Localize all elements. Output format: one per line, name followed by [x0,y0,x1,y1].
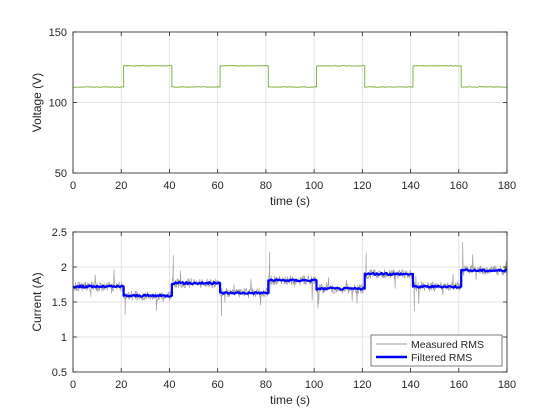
x-tick-label: 80 [260,180,272,192]
y-tick-label: 2 [61,262,67,274]
series-group [73,65,507,88]
legend-box [370,334,503,367]
legend-entry: Measured RMS [411,339,484,351]
x-tick-label: 160 [450,180,468,192]
series-group [73,242,507,317]
series-line-1 [73,65,507,88]
y-tick-label: 2.5 [52,227,67,239]
legend-entry: Filtered RMS [411,352,472,364]
x-tick-label: 100 [305,180,323,192]
y-tick-label: 1.5 [52,297,67,309]
x-tick-label: 80 [260,379,272,391]
x-tick-label: 0 [70,379,76,391]
x-axis-label: time (s) [270,194,310,208]
axes-2: 0 20 40 60 80 100 120 140 160 180 0.5 1 1.5 2 2.5 time … [30,227,516,407]
x-tick-label: 60 [212,180,224,192]
x-tick-label: 140 [401,379,419,391]
x-axis-label: time (s) [270,393,310,407]
x-tick-label: 120 [353,379,371,391]
series-line-2 [73,268,507,298]
x-tick-label: 100 [305,379,323,391]
x-tick-label: 20 [115,180,127,192]
x-tick-label: 40 [163,379,175,391]
axes-1: 0 20 40 60 80 100 120 140 160 180 50 100 150 time (s)… [30,27,516,208]
x-tick-label: 180 [498,379,516,391]
y-axis-label: Voltage (V) [30,73,44,132]
x-tick-label: 20 [115,379,127,391]
x-tick-label: 120 [353,180,371,192]
x-tick-label: 180 [498,180,516,192]
y-tick-label: 100 [49,98,67,110]
x-tick-label: 40 [163,180,175,192]
x-tick-label: 160 [450,379,468,391]
y-tick-label: 1 [61,332,67,344]
x-tick-label: 60 [212,379,224,391]
y-tick-label: 150 [49,27,67,39]
x-tick-label: 140 [401,180,419,192]
y-tick-label: 50 [55,168,67,180]
x-tick-label: 0 [70,180,76,192]
y-axis-label: Current (A) [30,272,44,331]
y-tick-label: 0.5 [52,367,67,379]
